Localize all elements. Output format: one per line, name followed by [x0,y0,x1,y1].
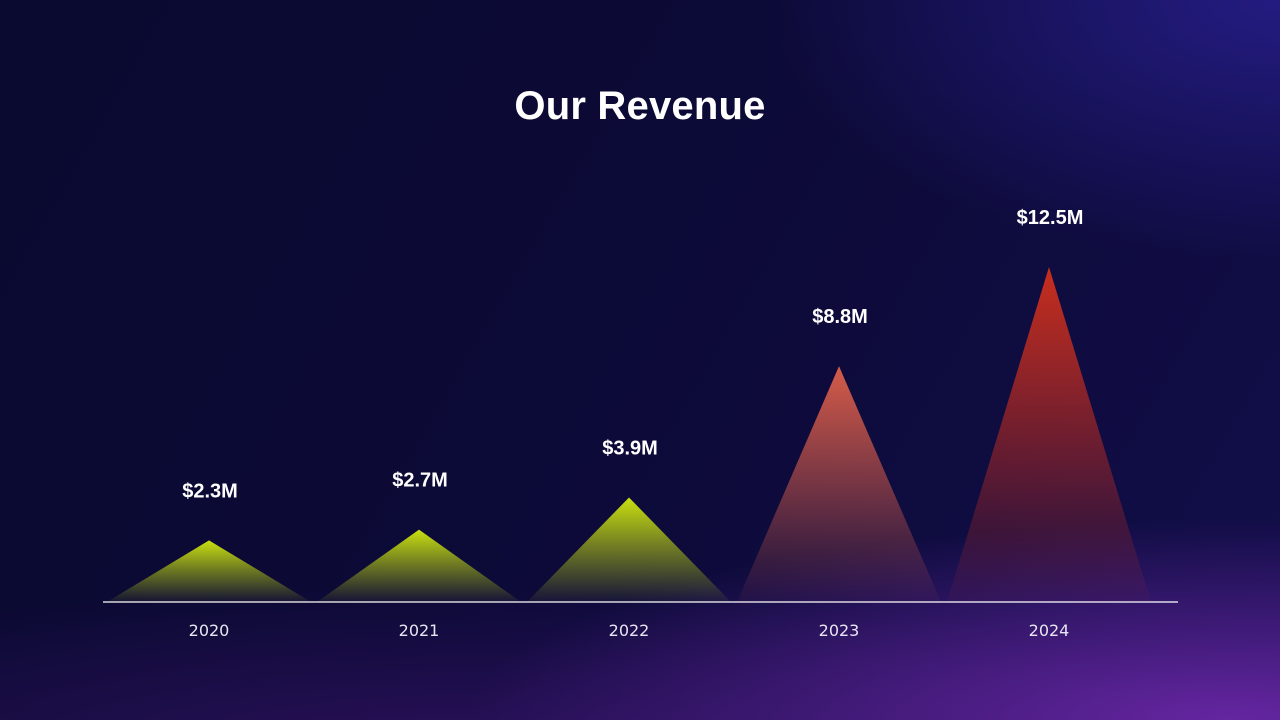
value-label-2022: $3.9M [602,437,658,459]
bars-group [107,267,1151,602]
category-label-2020: 2020 [189,621,230,640]
value-label-2024: $12.5M [1017,207,1084,229]
value-label-2020: $2.3M [182,480,238,502]
category-label-2023: 2023 [819,621,860,640]
category-labels-group: 2020 2021 2022 2023 2024 [189,621,1070,640]
value-label-2023: $8.8M [812,306,868,328]
chart-title: Our Revenue [514,84,766,128]
value-label-2021: $2.7M [392,470,448,492]
category-label-2021: 2021 [399,621,440,640]
bar-2021 [317,529,521,602]
category-label-2024: 2024 [1029,621,1070,640]
category-label-2022: 2022 [609,621,650,640]
bar-2020 [107,540,311,602]
bar-2022 [527,497,731,602]
bar-2023 [737,366,941,602]
value-labels-group: $2.3M $2.7M $3.9M $8.8M $12.5M [182,207,1083,502]
bar-2024 [947,267,1151,602]
